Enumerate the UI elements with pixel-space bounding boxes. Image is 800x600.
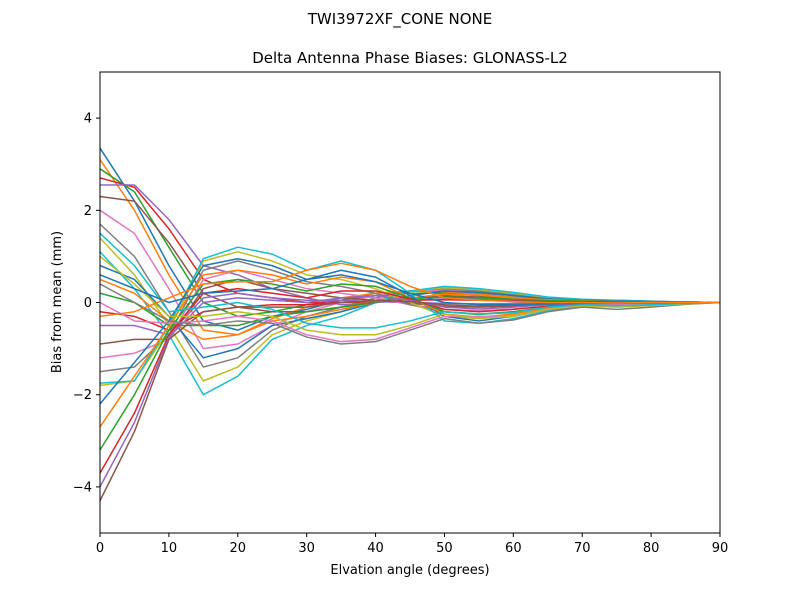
series-line-4 [100, 177, 720, 304]
series-line-28 [100, 283, 720, 345]
series-line-32 [100, 262, 720, 318]
figure-suptitle: TWI3972XF_CONE NONE [307, 10, 492, 29]
x-tick-label: 40 [367, 541, 384, 556]
x-axis-label: Elvation angle (degrees) [330, 563, 489, 578]
y-tick-label: 4 [84, 112, 92, 127]
series-line-6 [100, 195, 720, 313]
y-tick-label: 2 [84, 204, 92, 219]
series-layer [100, 147, 720, 502]
y-axis-label: Bias from mean (mm) [50, 231, 65, 373]
y-tick-label: −2 [73, 388, 92, 403]
x-axis: 0 10 20 30 40 50 60 70 80 90 [96, 533, 728, 556]
x-tick-label: 70 [574, 541, 591, 556]
series-line-29 [100, 255, 720, 336]
x-tick-label: 0 [96, 541, 104, 556]
x-tick-label: 90 [712, 541, 729, 556]
y-tick-label: −4 [73, 480, 92, 495]
x-tick-label: 60 [505, 541, 522, 556]
y-tick-label: 0 [84, 296, 92, 311]
x-tick-label: 50 [436, 541, 453, 556]
chart-title: Delta Antenna Phase Biases: GLONASS-L2 [252, 49, 568, 67]
x-tick-label: 10 [161, 541, 178, 556]
x-tick-label: 30 [298, 541, 315, 556]
y-axis: −4 −2 0 2 4 [73, 112, 100, 495]
series-line-27 [100, 301, 720, 343]
x-tick-label: 20 [230, 541, 247, 556]
plot-area [99, 71, 721, 534]
series-line-10 [100, 251, 720, 396]
series-line-30 [100, 232, 720, 329]
x-tick-label: 80 [643, 541, 660, 556]
series-line-20 [100, 246, 720, 384]
